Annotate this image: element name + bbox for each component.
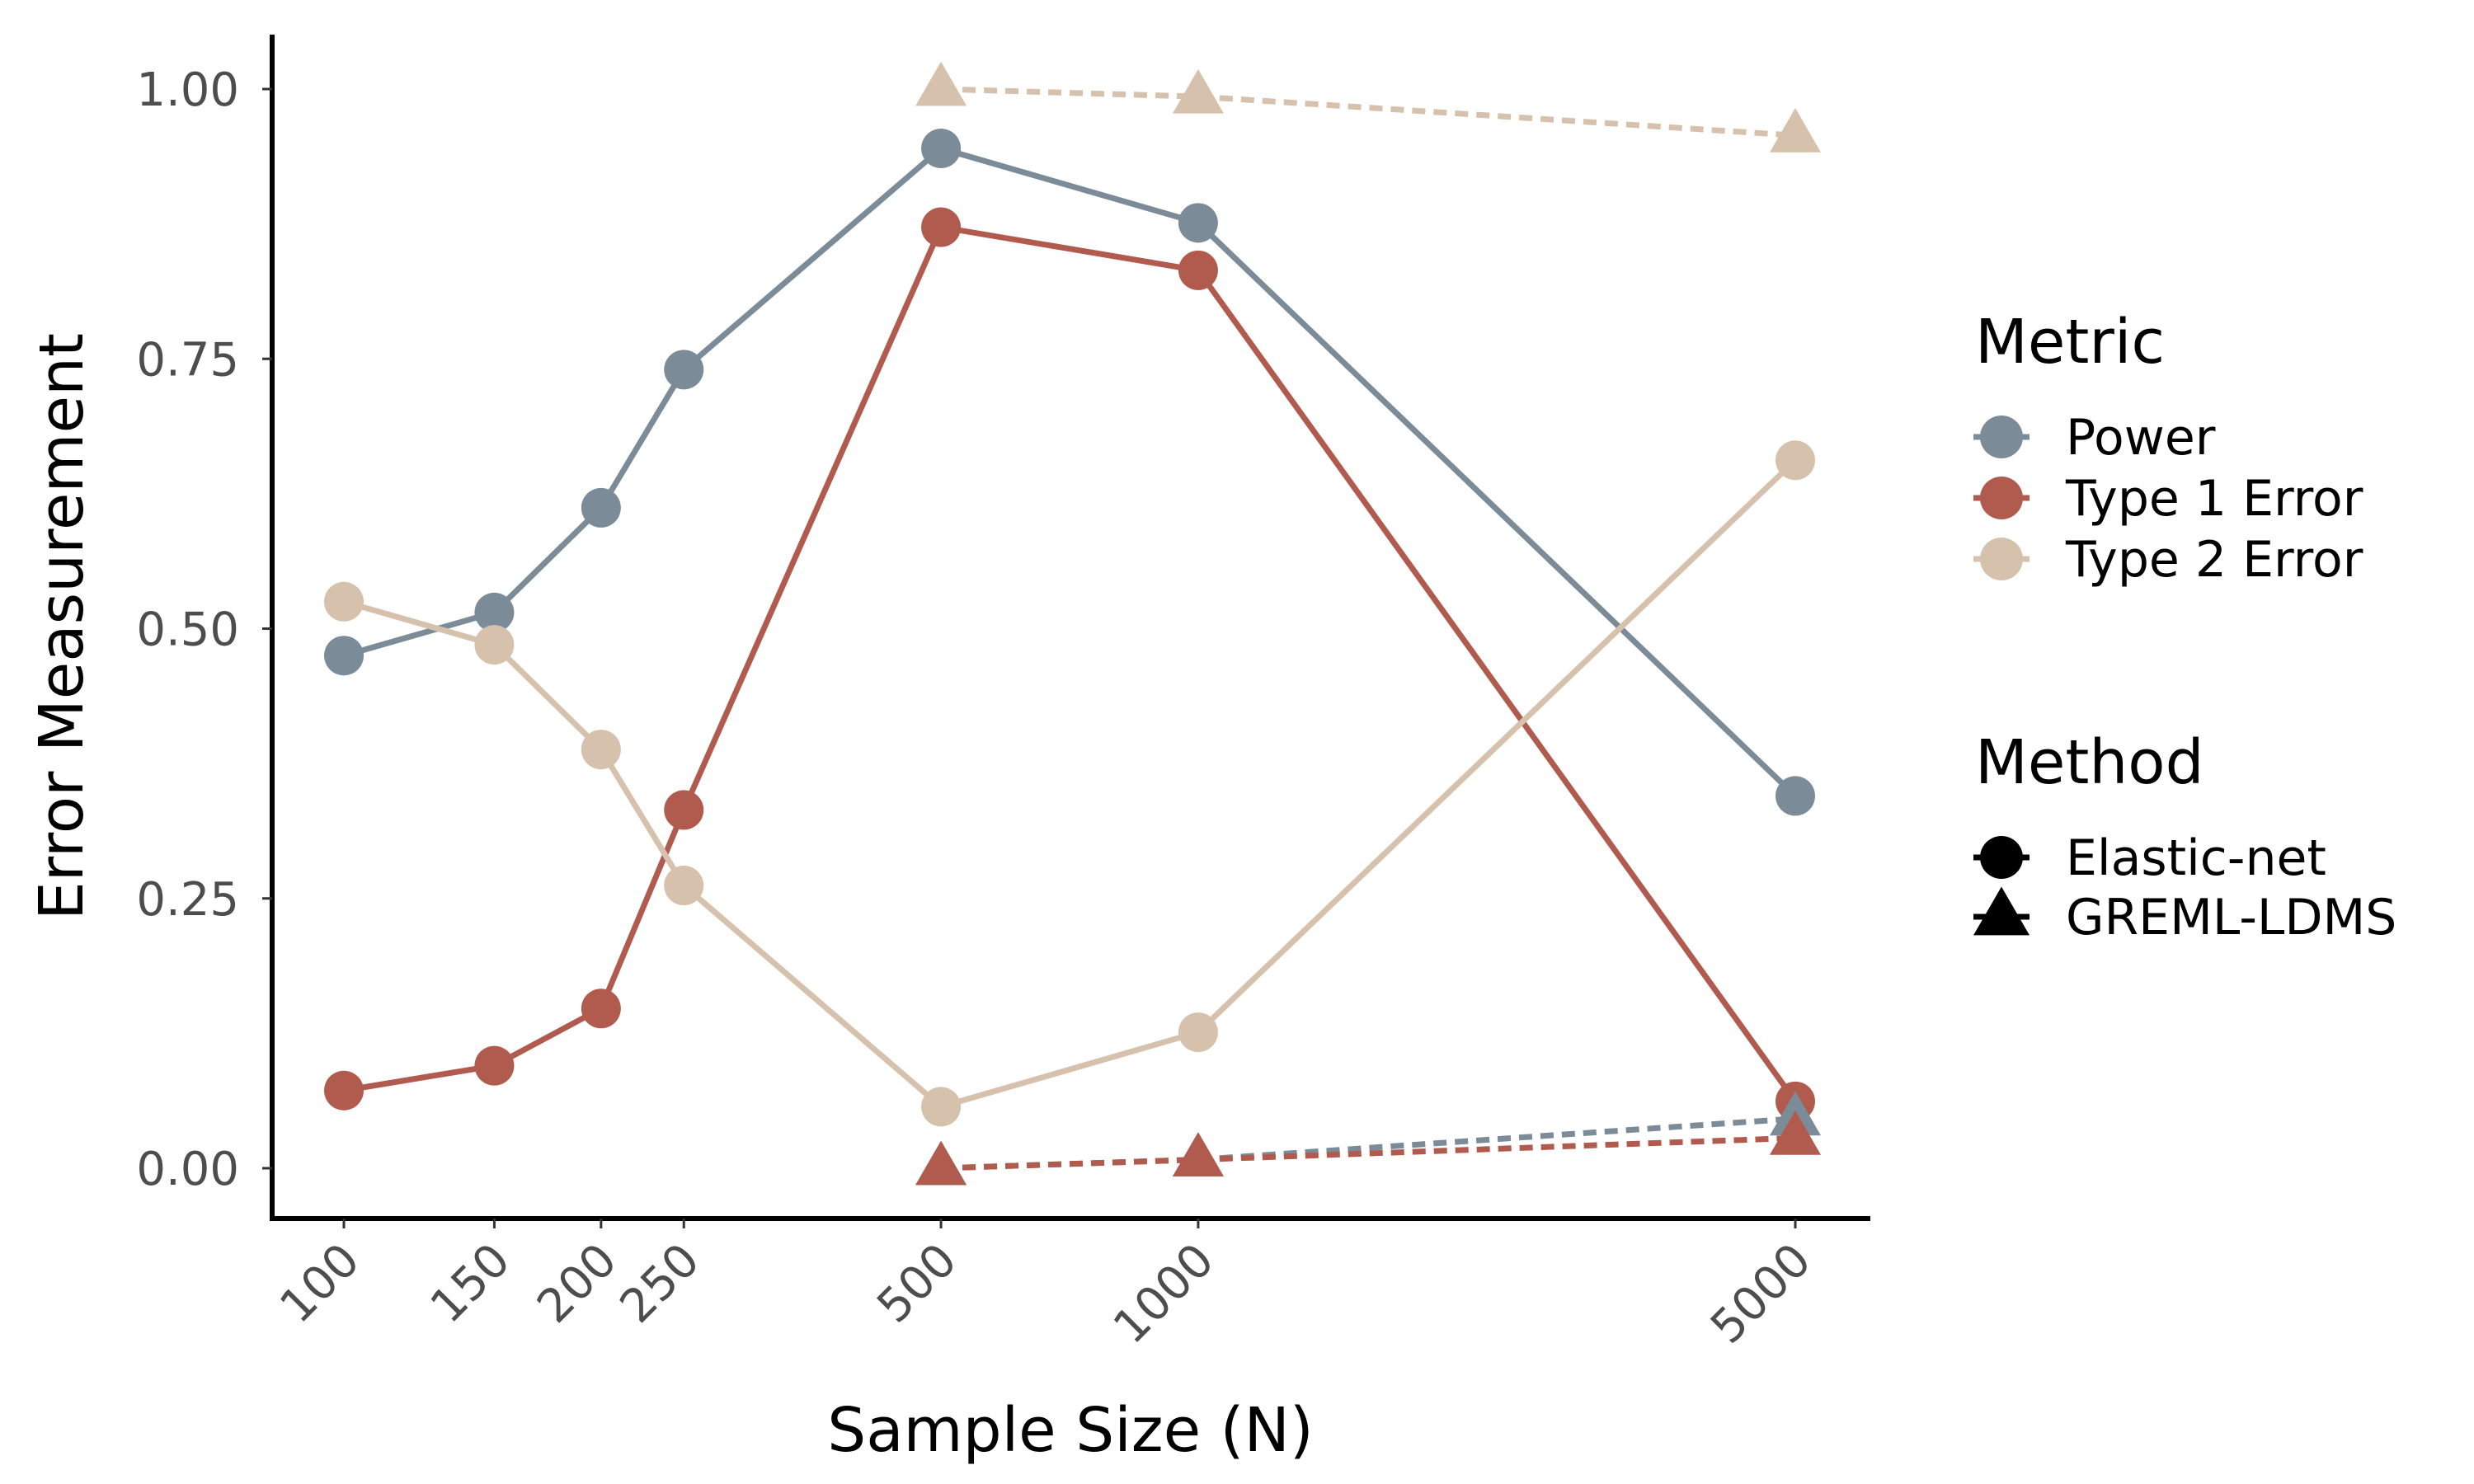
data-point [324,636,364,676]
series-line [940,86,1796,139]
data-point [664,866,704,906]
data-point [921,128,962,168]
data-point [664,350,704,390]
legend-item-power: Power [2066,409,2216,467]
legend-key-triangle [1973,886,2030,936]
data-point [921,207,962,247]
data-point [581,989,621,1029]
data-point [474,592,515,632]
legend-item-elastic-net: Elastic-net [2066,829,2326,887]
series-power-greml-ldms [915,1091,1821,1186]
legend-key-circle [1980,477,2023,519]
x-tick-label: 100 [270,1233,370,1334]
data-point [1178,203,1218,243]
x-tick-label: 150 [421,1233,521,1334]
data-point [1776,776,1815,816]
data-point [664,790,704,830]
data-point [474,625,515,665]
y-tick-label: 0.00 [136,1143,239,1196]
series-line [343,224,1798,1103]
y-tick-label: 1.00 [136,63,239,117]
data-point [1172,68,1224,114]
plot-area [324,61,1821,1186]
x-tick-label: 1000 [1103,1233,1225,1355]
data-point [1776,440,1815,481]
data-point [324,581,364,622]
legend-key-circle [1980,836,2023,879]
data-point [474,1045,515,1086]
x-tick-label: 200 [527,1233,628,1334]
y-tick-label: 0.75 [136,333,239,387]
y-tick-label: 0.25 [136,873,239,927]
x-tick-label: 500 [867,1233,967,1334]
legend-method-title: Method [1975,727,2204,798]
series-line [343,458,1798,1110]
data-point [915,61,967,106]
x-axis-title: Sample Size (N) [827,1395,1314,1466]
data-point [915,1140,967,1186]
series-line [940,1115,1796,1172]
x-tick-label: 250 [610,1233,711,1334]
series-type-1-error-elastic-net [324,207,1815,1121]
legend-item-greml-ldms: GREML-LDMS [2066,889,2396,946]
y-axis-title: Error Measurement [26,333,97,920]
legend-metric-title: Metric [1975,307,2165,378]
series-line [343,145,1798,798]
x-tick-label: 5000 [1700,1233,1822,1355]
series-line [940,1134,1796,1172]
series-type-1-error-greml-ldms [915,1111,1821,1186]
legend-item-type-1-error: Type 1 Error [2065,470,2363,528]
data-point [581,730,621,770]
data-point [921,1087,962,1127]
data-point [1770,107,1821,153]
series-type-2-error-greml-ldms [915,61,1821,153]
data-point [1178,1012,1218,1053]
series-type-2-error-elastic-net [324,440,1815,1127]
series-layer [324,61,1821,1186]
data-point [1172,1132,1224,1176]
legend-key-circle [1980,416,2023,458]
legend-item-type-2-error: Type 2 Error [2065,531,2363,589]
series-power-elastic-net [324,128,1815,816]
data-point [1178,250,1218,290]
data-point [324,1070,364,1111]
y-axis-ticks: 0.00 0.25 0.50 0.75 1.00 [136,63,272,1196]
data-point [1770,1111,1821,1155]
y-tick-label: 0.50 [136,603,239,657]
legend-key-circle [1980,538,2023,580]
data-point [581,487,621,528]
